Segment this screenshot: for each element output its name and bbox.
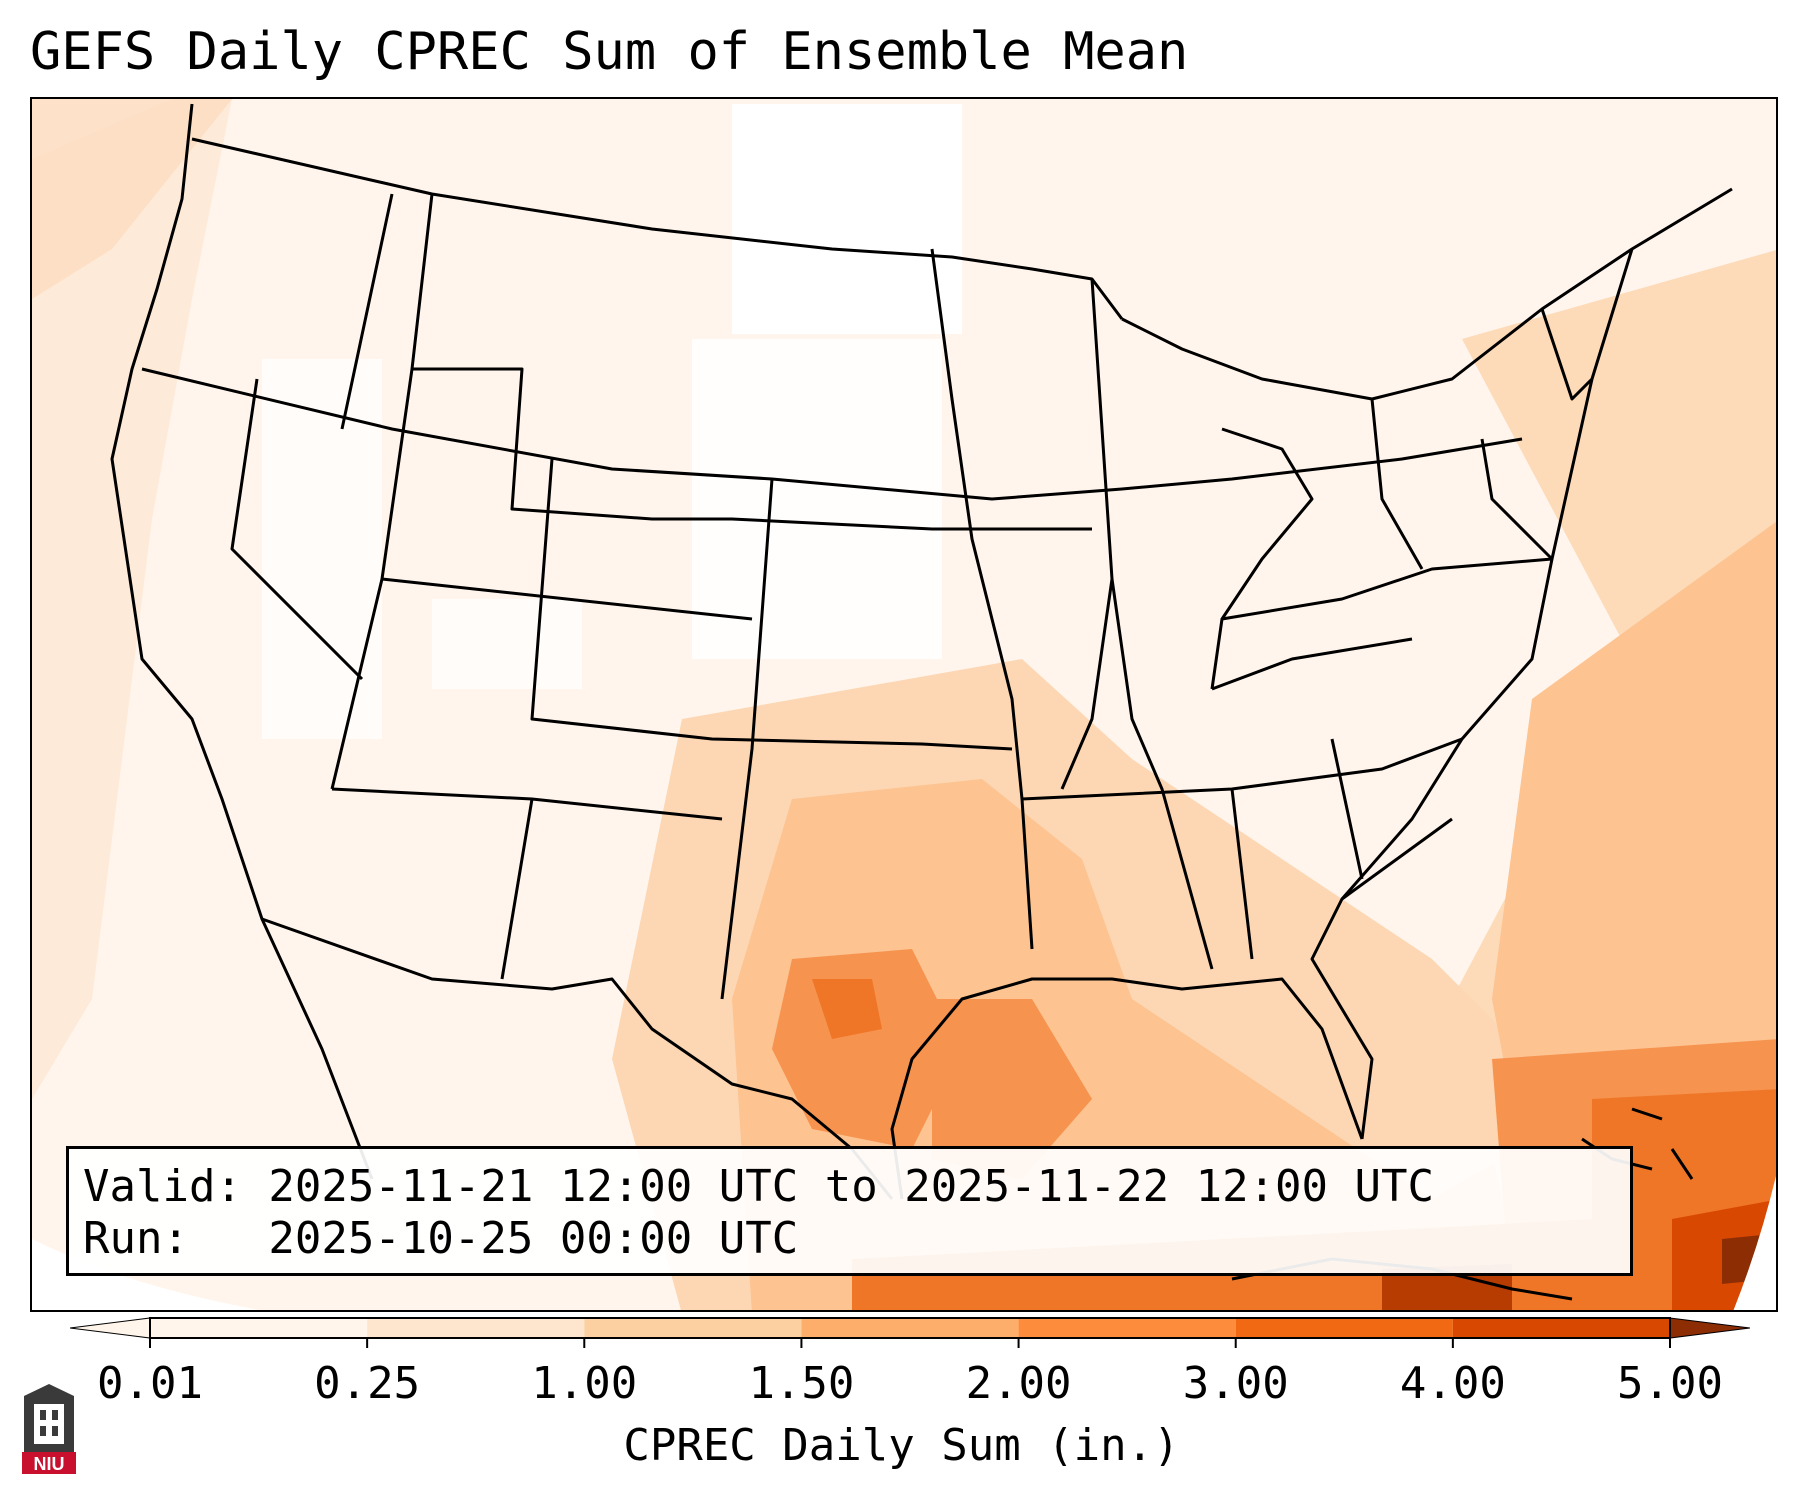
colorbar-tick-label: 5.00 [1617,1358,1723,1409]
colorbar-outline [149,1317,1671,1339]
run-time-line: Run: 2025-10-25 00:00 UTC [83,1213,799,1264]
valid-run-info-box: Valid: 2025-11-21 12:00 UTC to 2025-11-2… [66,1146,1633,1276]
map-title: GEFS Daily CPREC Sum of Ensemble Mean [30,22,1189,82]
colorbar-tick-label: 4.00 [1399,1358,1506,1409]
colorbar-segment [584,1318,802,1338]
colorbar-segment [801,1318,1019,1338]
map-borders [110,103,1733,1200]
colorbar-under-arrow [70,1317,151,1339]
precipitation-map [30,97,1778,1312]
colorbar-over-arrow [1669,1317,1750,1339]
colorbar-tick-label: 0.25 [314,1358,421,1409]
colorbar-tick-label: 1.00 [531,1358,638,1409]
colorbar [70,1317,1750,1348]
colorbar-segment [1235,1318,1453,1338]
colorbar-label: CPREC Daily Sum (in.) [623,1420,1180,1471]
colorbar-tick-label: 1.50 [748,1358,855,1409]
valid-time-line: Valid: 2025-11-21 12:00 UTC to 2025-11-2… [83,1161,1435,1212]
map-canvas [32,99,1776,1310]
precip-fields [32,99,1776,1310]
colorbar-segment [150,1318,368,1338]
colorbar-segments [150,1318,1670,1338]
colorbar-segment [367,1318,585,1338]
colorbar-segment [1018,1318,1236,1338]
colorbar-tick-label: 2.00 [965,1358,1072,1409]
colorbar-ticks [149,1338,1671,1348]
colorbar-tick-label: 0.01 [97,1358,203,1409]
colorbar-tick-label: 3.00 [1182,1358,1289,1409]
colorbar-segment [1452,1318,1670,1338]
svg-text:NIU: NIU [34,1454,65,1474]
niu-logo: NIU [22,1384,76,1474]
